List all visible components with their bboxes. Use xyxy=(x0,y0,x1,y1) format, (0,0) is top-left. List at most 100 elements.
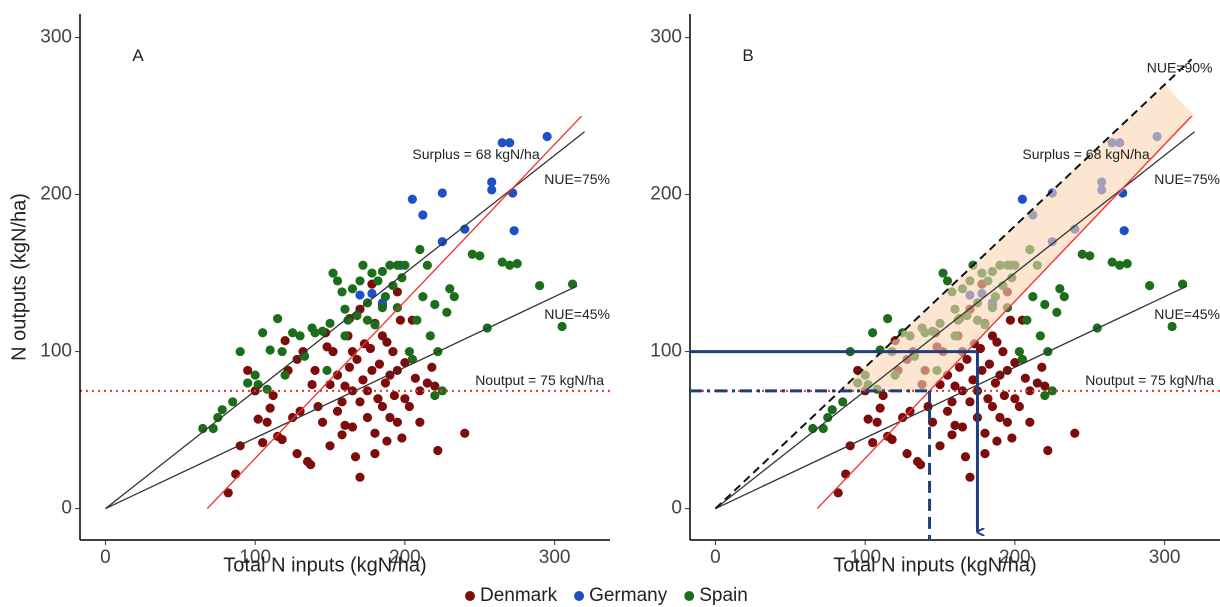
point xyxy=(422,260,432,270)
point xyxy=(310,365,320,376)
point xyxy=(385,260,395,270)
x-tick-label: 300 xyxy=(539,547,571,568)
point xyxy=(280,370,290,380)
point xyxy=(1037,362,1047,372)
point xyxy=(977,365,987,376)
point xyxy=(983,394,993,404)
point xyxy=(878,390,888,401)
line-label: Surplus = 68 kgN/ha xyxy=(412,146,539,162)
point xyxy=(388,346,398,357)
point xyxy=(307,379,317,390)
point xyxy=(915,460,926,470)
point xyxy=(818,423,828,434)
x-tick-label: 100 xyxy=(849,547,881,568)
reference-line xyxy=(715,131,1195,510)
point xyxy=(992,436,1002,446)
point xyxy=(332,370,343,380)
point xyxy=(998,346,1008,357)
point xyxy=(355,290,365,300)
point xyxy=(950,381,960,391)
point xyxy=(965,472,975,482)
y-tick-label: 100 xyxy=(40,341,72,362)
point xyxy=(1077,249,1087,259)
point xyxy=(1017,194,1027,204)
point xyxy=(942,406,953,416)
point xyxy=(340,304,350,314)
point xyxy=(1167,321,1177,332)
point xyxy=(332,406,343,416)
point xyxy=(389,390,400,401)
point xyxy=(954,362,965,372)
x-tick-label: 300 xyxy=(1149,547,1181,568)
point xyxy=(358,260,368,270)
point xyxy=(437,386,447,396)
point xyxy=(557,321,567,332)
point xyxy=(868,328,878,338)
point xyxy=(430,299,440,310)
line-label: NUE=75% xyxy=(1154,171,1220,187)
point xyxy=(960,452,971,462)
point xyxy=(292,449,302,459)
point xyxy=(362,315,373,325)
point xyxy=(217,405,227,415)
point xyxy=(987,401,998,412)
point xyxy=(1032,378,1042,388)
point xyxy=(841,469,851,479)
point xyxy=(1005,315,1015,325)
point xyxy=(268,390,278,401)
point xyxy=(322,365,332,376)
point xyxy=(883,314,893,324)
plot xyxy=(690,58,1220,510)
point xyxy=(208,423,218,434)
point xyxy=(400,260,410,270)
point xyxy=(1040,381,1050,391)
point xyxy=(352,354,362,365)
point xyxy=(235,346,245,357)
point xyxy=(392,303,403,313)
line-label: Noutput = 75 kgN/ha xyxy=(1085,372,1214,388)
point xyxy=(1035,331,1045,341)
point xyxy=(1010,357,1020,368)
x-tick-label: 0 xyxy=(710,547,721,568)
point xyxy=(410,373,420,383)
point xyxy=(273,314,283,324)
point xyxy=(355,276,365,286)
point xyxy=(442,307,452,317)
point xyxy=(938,268,948,278)
point xyxy=(823,412,833,423)
point xyxy=(508,188,518,198)
x-tick-label: 0 xyxy=(100,547,111,568)
point xyxy=(325,441,335,451)
point xyxy=(231,469,241,479)
point xyxy=(422,378,432,388)
point xyxy=(845,441,855,451)
point xyxy=(1122,259,1132,269)
point xyxy=(868,438,878,448)
point xyxy=(509,226,519,236)
point xyxy=(1022,315,1032,325)
point xyxy=(370,449,380,459)
point xyxy=(475,251,485,261)
line-label: Noutput = 75 kgN/ha xyxy=(475,372,604,388)
point xyxy=(497,257,507,267)
point xyxy=(404,401,414,412)
point xyxy=(1025,386,1035,396)
point xyxy=(258,438,268,448)
point xyxy=(999,390,1010,401)
point xyxy=(340,331,350,341)
point xyxy=(838,397,848,407)
point xyxy=(863,414,873,424)
plot xyxy=(80,115,610,510)
point xyxy=(950,420,960,430)
y-tick-label: 200 xyxy=(650,184,682,205)
point xyxy=(352,310,362,321)
point xyxy=(343,315,353,325)
point xyxy=(262,417,272,427)
point xyxy=(347,422,358,432)
legend-label: Spain xyxy=(699,585,748,606)
point xyxy=(987,331,998,341)
line-label: NUE=45% xyxy=(544,306,610,322)
point xyxy=(344,362,355,372)
point xyxy=(340,381,350,391)
point xyxy=(412,315,422,325)
